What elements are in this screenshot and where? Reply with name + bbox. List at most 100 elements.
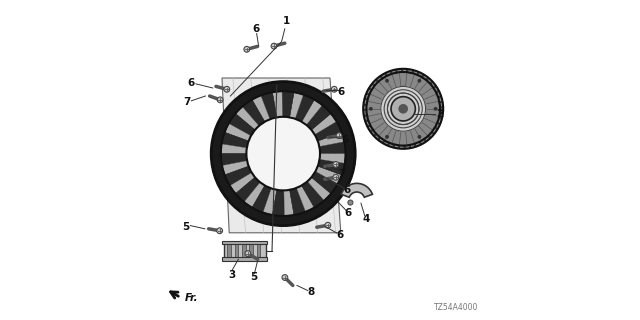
Wedge shape [408, 144, 412, 148]
Wedge shape [261, 92, 277, 119]
Wedge shape [420, 74, 425, 78]
Wedge shape [377, 77, 381, 82]
Bar [227, 244, 231, 258]
Wedge shape [416, 71, 420, 76]
Wedge shape [413, 70, 417, 75]
Wedge shape [395, 69, 398, 74]
Wedge shape [429, 81, 433, 85]
Wedge shape [431, 83, 435, 87]
Wedge shape [377, 136, 381, 141]
Wedge shape [295, 95, 314, 122]
Wedge shape [236, 177, 260, 202]
Wedge shape [263, 188, 277, 215]
Wedge shape [373, 132, 378, 137]
Text: 3: 3 [228, 270, 236, 280]
Wedge shape [243, 100, 265, 126]
Wedge shape [435, 90, 440, 94]
Wedge shape [387, 142, 390, 146]
Wedge shape [436, 92, 441, 96]
Text: 1: 1 [283, 16, 290, 26]
Wedge shape [307, 105, 331, 130]
Circle shape [336, 133, 342, 139]
Circle shape [246, 117, 320, 190]
Wedge shape [364, 100, 368, 104]
Text: TZ54A4000: TZ54A4000 [434, 303, 479, 312]
Wedge shape [438, 116, 442, 120]
Text: 6: 6 [344, 185, 351, 195]
Wedge shape [427, 79, 431, 83]
Wedge shape [408, 69, 412, 74]
Wedge shape [364, 98, 369, 101]
Wedge shape [364, 109, 367, 112]
Wedge shape [418, 72, 422, 77]
Circle shape [325, 222, 331, 228]
Wedge shape [368, 126, 373, 131]
Wedge shape [411, 70, 415, 74]
Wedge shape [437, 119, 442, 123]
FancyBboxPatch shape [224, 243, 266, 260]
Wedge shape [252, 95, 270, 122]
Wedge shape [364, 114, 368, 117]
Circle shape [245, 251, 251, 257]
Wedge shape [225, 166, 252, 186]
Wedge shape [438, 98, 442, 101]
Wedge shape [381, 74, 386, 78]
Wedge shape [384, 140, 388, 145]
Wedge shape [315, 122, 342, 141]
Wedge shape [389, 143, 393, 147]
Bar [257, 244, 260, 258]
Text: 6: 6 [341, 135, 349, 145]
Wedge shape [252, 186, 271, 212]
Wedge shape [438, 114, 443, 117]
Wedge shape [381, 139, 386, 144]
Wedge shape [368, 87, 373, 92]
Circle shape [417, 79, 421, 83]
Wedge shape [439, 109, 443, 112]
Text: 8: 8 [308, 287, 315, 297]
Circle shape [417, 135, 421, 139]
Polygon shape [222, 78, 341, 233]
Circle shape [244, 46, 250, 52]
Bar [250, 244, 253, 258]
Wedge shape [432, 128, 437, 133]
Wedge shape [420, 139, 425, 144]
Circle shape [224, 86, 230, 92]
Wedge shape [365, 95, 369, 99]
Wedge shape [433, 126, 438, 131]
Wedge shape [418, 140, 422, 145]
Text: 6: 6 [252, 24, 260, 35]
Bar [242, 244, 246, 258]
Wedge shape [371, 131, 376, 135]
Circle shape [348, 200, 353, 205]
Wedge shape [397, 145, 401, 149]
Wedge shape [416, 142, 420, 146]
Wedge shape [284, 190, 294, 216]
Wedge shape [319, 142, 346, 154]
Circle shape [217, 228, 223, 234]
Wedge shape [439, 103, 443, 106]
Wedge shape [221, 144, 247, 154]
Text: 5: 5 [250, 272, 257, 282]
Text: 2: 2 [436, 108, 444, 119]
Text: 5: 5 [182, 221, 190, 232]
Wedge shape [431, 131, 435, 135]
Wedge shape [230, 172, 255, 194]
Wedge shape [403, 145, 406, 149]
Wedge shape [273, 91, 282, 117]
Circle shape [398, 104, 408, 114]
Wedge shape [319, 154, 346, 164]
Wedge shape [437, 95, 442, 99]
Wedge shape [422, 75, 427, 80]
Wedge shape [316, 166, 342, 184]
Wedge shape [373, 81, 378, 85]
Circle shape [369, 107, 372, 111]
Wedge shape [436, 121, 441, 125]
Wedge shape [318, 132, 344, 147]
Wedge shape [406, 145, 409, 149]
Wedge shape [425, 136, 429, 141]
Wedge shape [425, 77, 429, 82]
Wedge shape [438, 100, 443, 104]
Wedge shape [384, 72, 388, 77]
Text: 6: 6 [336, 230, 344, 240]
Wedge shape [429, 132, 433, 137]
